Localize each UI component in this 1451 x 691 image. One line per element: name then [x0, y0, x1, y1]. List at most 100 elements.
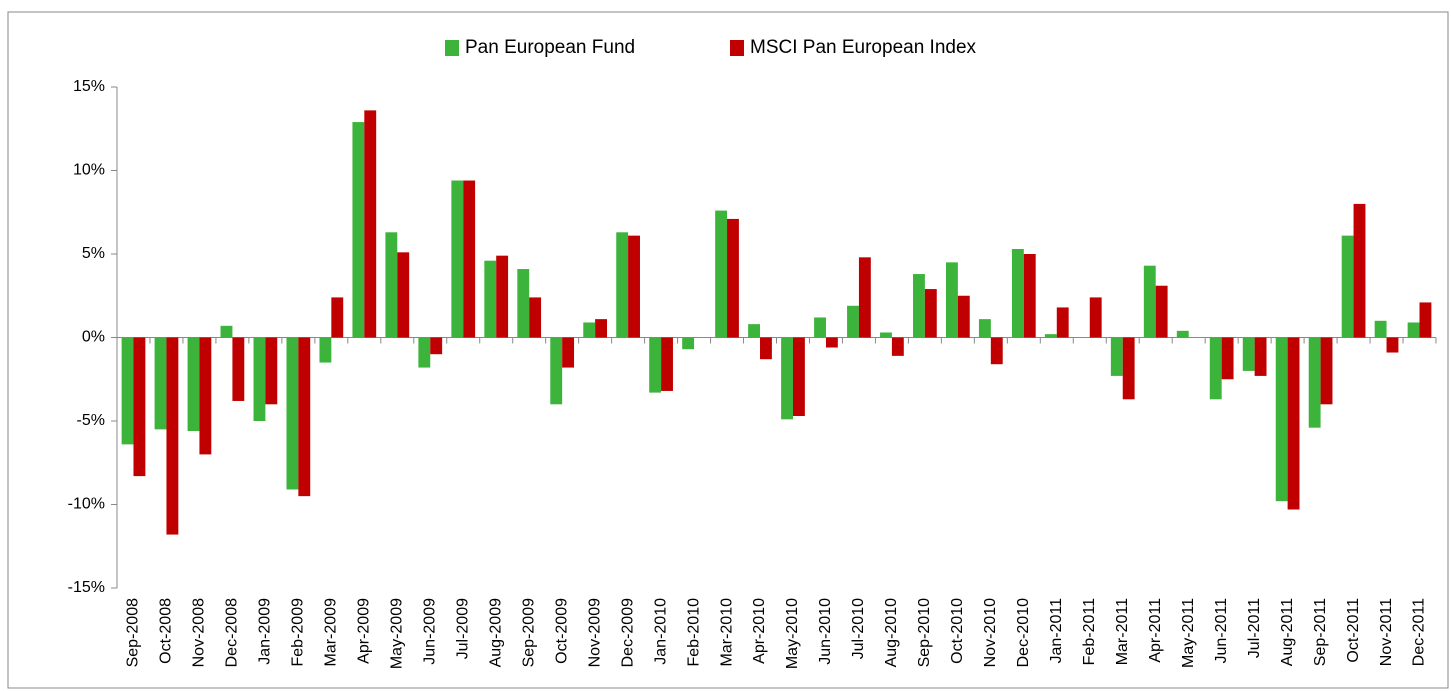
- bar: [825, 337, 838, 348]
- bar: [385, 232, 398, 338]
- bar: [286, 337, 299, 490]
- x-tick-label: Nov-2011: [1378, 598, 1395, 666]
- x-tick-label: Oct-2010: [949, 598, 966, 664]
- x-tick-label: Nov-2009: [586, 598, 603, 667]
- bar: [1308, 337, 1321, 428]
- bar: [1407, 322, 1420, 338]
- x-tick-label: Jun-2009: [421, 598, 438, 665]
- bar: [352, 122, 365, 338]
- bar: [1044, 334, 1057, 338]
- x-tick-label: Jul-2010: [850, 598, 867, 659]
- x-tick-label: Sep-2009: [520, 598, 537, 667]
- bar: [430, 337, 443, 355]
- bar: [1209, 337, 1222, 400]
- x-tick-label: May-2011: [1180, 598, 1197, 668]
- bar: [496, 255, 509, 338]
- bar: [661, 337, 673, 391]
- x-tick-label: Nov-2010: [982, 598, 999, 667]
- bar: [451, 180, 464, 338]
- bar: [715, 210, 728, 338]
- bar: [1221, 337, 1234, 380]
- x-tick-label: Mar-2011: [1114, 598, 1131, 665]
- x-tick-label: Nov-2008: [191, 598, 208, 667]
- bar: [253, 337, 266, 421]
- bar: [616, 232, 629, 338]
- bar: [220, 325, 233, 338]
- bar: [748, 324, 761, 338]
- legend-swatch: [445, 40, 459, 56]
- x-tick-label: Aug-2009: [487, 598, 504, 667]
- bar: [364, 110, 377, 338]
- y-tick-label: 0%: [82, 329, 105, 346]
- x-tick-label: Jun-2010: [817, 598, 834, 665]
- bar: [154, 337, 167, 430]
- bar: [913, 274, 925, 338]
- bar: [1242, 337, 1255, 371]
- bar: [166, 337, 179, 535]
- bar: [1143, 265, 1156, 338]
- x-tick-label: Aug-2011: [1279, 598, 1296, 666]
- bar: [562, 337, 575, 368]
- bar: [649, 337, 662, 393]
- bar: [1023, 254, 1036, 338]
- x-tick-label: Sep-2008: [125, 598, 142, 667]
- y-tick-label: -5%: [77, 412, 105, 429]
- legend-label: MSCI Pan European Index: [750, 37, 977, 58]
- bar: [891, 337, 904, 356]
- bar: [1320, 337, 1333, 405]
- bar: [1353, 203, 1366, 338]
- legend-label: Pan European Fund: [465, 37, 635, 58]
- x-tick-label: Dec-2008: [224, 598, 241, 667]
- bar: [945, 262, 958, 338]
- bar: [924, 289, 937, 338]
- bar: [529, 297, 542, 338]
- x-tick-label: Apr-2011: [1147, 598, 1164, 663]
- x-tick-label: Oct-2009: [553, 598, 570, 664]
- bar: [484, 260, 497, 338]
- x-tick-label: Jan-2010: [652, 598, 669, 665]
- x-tick-label: Dec-2010: [1015, 598, 1032, 667]
- bar: [463, 180, 476, 338]
- bar: [418, 337, 431, 368]
- bar: [1254, 337, 1267, 376]
- bar: [858, 257, 871, 338]
- bar: [1110, 337, 1123, 376]
- x-tick-label: Jul-2011: [1246, 598, 1263, 658]
- bar: [1011, 248, 1024, 338]
- bar: [880, 332, 892, 338]
- bar: [957, 295, 970, 338]
- bar: [319, 337, 332, 363]
- x-tick-label: Dec-2009: [619, 598, 636, 667]
- x-tick-label: May-2010: [784, 598, 801, 669]
- x-tick-label: Jul-2009: [454, 598, 471, 659]
- bar: [397, 252, 410, 338]
- bar: [1287, 337, 1300, 510]
- bar: [1341, 235, 1354, 338]
- bar: [1275, 337, 1288, 502]
- bar: [1056, 307, 1069, 338]
- x-tick-label: Aug-2010: [883, 598, 900, 667]
- bar: [628, 235, 640, 338]
- x-tick-label: May-2009: [389, 598, 406, 669]
- bar: [517, 269, 530, 338]
- x-tick-label: Oct-2011: [1345, 598, 1362, 663]
- bar: [550, 337, 563, 405]
- x-tick-label: Jan-2011: [1048, 598, 1065, 664]
- bar: [1122, 337, 1135, 400]
- bar: [814, 317, 826, 338]
- bar: [331, 297, 344, 338]
- x-tick-label: Sep-2010: [916, 598, 933, 667]
- y-tick-label: -15%: [68, 579, 105, 596]
- bar: [760, 337, 772, 360]
- y-tick-label: 10%: [73, 162, 105, 179]
- bar: [583, 322, 596, 338]
- x-tick-label: Dec-2011: [1411, 598, 1428, 666]
- y-tick-label: 15%: [73, 78, 105, 95]
- x-tick-label: Mar-2010: [718, 598, 735, 667]
- x-tick-label: Apr-2009: [356, 598, 373, 664]
- chart-border: [7, 11, 1449, 689]
- x-tick-label: Apr-2010: [751, 598, 768, 664]
- x-tick-label: Jun-2011: [1213, 598, 1230, 664]
- bar: [847, 305, 859, 338]
